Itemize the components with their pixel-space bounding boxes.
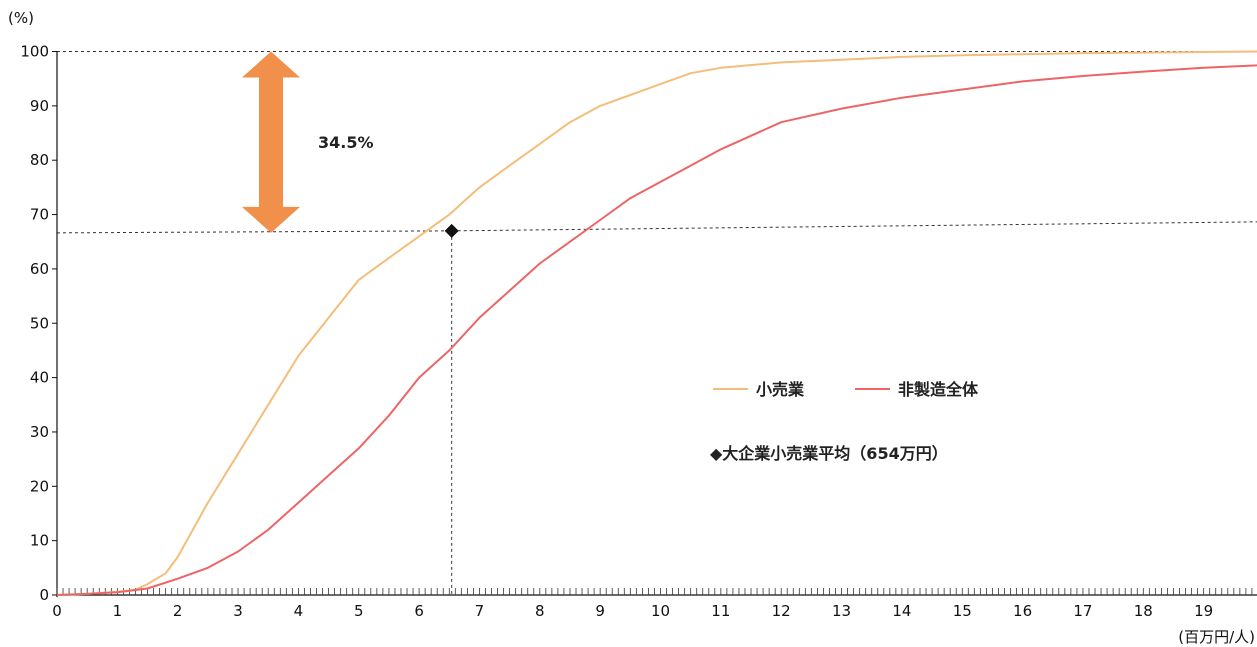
y-tick-label: 100	[20, 43, 49, 61]
average-marker	[444, 223, 459, 238]
x-tick-label: 19	[1194, 602, 1213, 620]
y-unit-label: (%)	[8, 9, 34, 27]
x-tick-label: 18	[1134, 602, 1153, 620]
x-tick-label: 7	[475, 602, 485, 620]
y-tick-label: 90	[30, 97, 49, 115]
reference-line-marker-right	[451, 221, 1257, 232]
series-line-0	[56, 50, 1257, 596]
x-tick-label: 15	[953, 602, 972, 620]
x-tick-label: 4	[294, 602, 304, 620]
x-tick-label: 6	[414, 602, 424, 620]
y-tick-label: 80	[30, 151, 49, 169]
x-tick-label: 3	[233, 602, 243, 620]
y-tick-label: 10	[30, 532, 49, 550]
annotation-label: 34.5%	[318, 133, 374, 152]
x-tick-label: 10	[651, 602, 670, 620]
x-tick-label: 13	[832, 602, 851, 620]
legend-label-non-manufacturing: 非製造全体	[898, 380, 979, 399]
y-tick-label: 50	[30, 314, 49, 332]
x-tick-label: 0	[52, 602, 62, 620]
legend-label-retail: 小売業	[756, 380, 805, 399]
y-tick-label: 40	[30, 369, 49, 387]
x-tick-label: 5	[354, 602, 364, 620]
x-tick-label: 2	[173, 602, 183, 620]
double-arrow	[242, 51, 300, 233]
x-tick-label: 16	[1013, 602, 1032, 620]
x-tick-label: 14	[892, 602, 911, 620]
x-tick-label: 9	[595, 602, 605, 620]
reference-line-marker-left	[56, 230, 452, 234]
series-line-1	[56, 64, 1257, 596]
y-tick-label: 60	[30, 260, 49, 278]
y-tick-label: 70	[30, 206, 49, 224]
x-tick-label: 8	[535, 602, 545, 620]
annotation-layer: 34.5%	[242, 51, 374, 233]
x-unit-label: (百万円/人)	[1178, 628, 1255, 646]
y-tick-label: 20	[30, 477, 49, 495]
x-tick-label: 12	[772, 602, 791, 620]
x-tick-label: 11	[711, 602, 730, 620]
x-tick-label: 1	[113, 602, 123, 620]
legend: 小売業 非製造全体 ◆大企業小売業平均（654万円）	[710, 380, 979, 463]
y-tick-label: 30	[30, 423, 49, 441]
series-layer	[56, 50, 1257, 596]
reference-lines	[56, 51, 1257, 595]
marker-legend-label: ◆大企業小売業平均（654万円）	[710, 444, 948, 463]
y-tick-label: 0	[39, 586, 49, 604]
x-tick-label: 17	[1073, 602, 1092, 620]
